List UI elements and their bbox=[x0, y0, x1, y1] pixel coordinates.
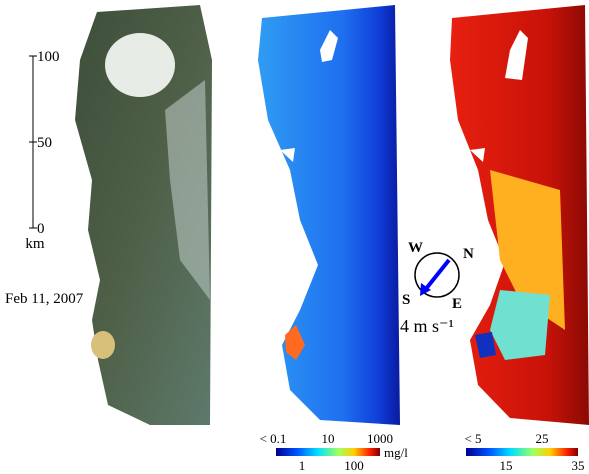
compass-w: W bbox=[408, 240, 423, 256]
colorbar-label: 25 bbox=[536, 431, 549, 446]
colorbar-label: < 0.1 bbox=[260, 431, 287, 446]
colorbar bbox=[466, 448, 578, 456]
compass: N E S W bbox=[402, 240, 474, 312]
colorbar-label: < 5 bbox=[464, 431, 481, 446]
colorbar-unit: mg/l bbox=[384, 445, 408, 460]
compass-n: N bbox=[463, 246, 474, 262]
concentration-map bbox=[258, 5, 400, 425]
colorbar-label: 1 bbox=[299, 458, 306, 473]
sediment bbox=[91, 331, 115, 359]
scale-bar: 0 50 100 bbox=[29, 49, 60, 237]
colorbar-label: 1000 bbox=[367, 431, 393, 446]
colorbar-label: 100 bbox=[344, 458, 364, 473]
compass-e: E bbox=[452, 296, 462, 312]
cool-patch bbox=[490, 290, 550, 360]
colorbar-label: 35 bbox=[572, 458, 585, 473]
scale-tick-label: 50 bbox=[37, 135, 52, 151]
cold-patch bbox=[475, 332, 496, 358]
date: Feb 11, 2007 bbox=[5, 291, 84, 307]
colorbar-label: 10 bbox=[322, 431, 335, 446]
cloud bbox=[105, 33, 175, 97]
wind-speed: 4 m s⁻¹ bbox=[400, 316, 454, 336]
wind-arrow bbox=[423, 258, 451, 292]
high-concentration-patch bbox=[285, 325, 305, 360]
warm-patch bbox=[490, 170, 565, 330]
scale-tick-label: 0 bbox=[37, 221, 45, 237]
land bbox=[280, 30, 338, 162]
cloud-streaks bbox=[165, 80, 210, 300]
scale-unit: km bbox=[25, 236, 45, 252]
wind-arrowhead bbox=[420, 283, 431, 296]
colorbar bbox=[276, 448, 380, 456]
scale-tick-label: 100 bbox=[37, 49, 60, 65]
compass-s: S bbox=[402, 292, 410, 308]
colorbar-label: 15 bbox=[500, 458, 513, 473]
land bbox=[470, 30, 528, 162]
